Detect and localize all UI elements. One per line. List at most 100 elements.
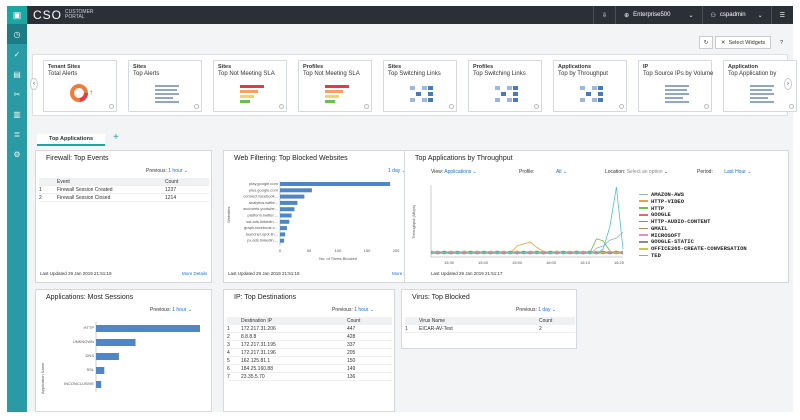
dashboard-icon[interactable]: ◷ — [7, 24, 27, 44]
table-row[interactable]: 3 172.217.31.195 337 — [227, 341, 392, 349]
table-cell: 447 — [347, 325, 356, 332]
widget-card[interactable]: IP Top Source IPs by Volume — [638, 60, 713, 112]
x-tick-label: 15:50 — [512, 260, 523, 265]
category-label: ssl.ads.linkedin.... — [246, 219, 278, 224]
settings-icon[interactable]: ⚙ — [13, 149, 21, 159]
card-info-icon — [449, 104, 454, 109]
legend-label: HTTP — [651, 204, 665, 212]
period-selector[interactable]: Previous: 1 hour ⌄ — [146, 168, 188, 174]
refresh-button[interactable]: ↻ — [699, 36, 713, 49]
table-row[interactable]: 1 172.217.31.206 447 — [227, 325, 392, 333]
header-cell: Event — [57, 179, 70, 185]
view-selector[interactable]: View: Applications ⌄ — [431, 169, 477, 175]
header-cell: Count — [539, 318, 553, 324]
table-cell: 6 — [227, 365, 230, 372]
ip-destinations-table: Destination IP Count 1 172.217.31.206 447 2 8.… — [227, 317, 392, 412]
x-tick-label: 15:30 — [444, 260, 455, 265]
card-title: Top Switching Links — [473, 71, 526, 77]
widget-card[interactable]: Sites Top Switching Links — [383, 60, 457, 112]
bar — [280, 238, 285, 243]
view-value: Applications — [444, 169, 472, 175]
table-row[interactable]: 1 EICAR-AV-Test 2 — [405, 325, 575, 333]
bar — [96, 381, 102, 388]
card-info-icon — [109, 104, 114, 109]
globe-icon: ⊕ — [624, 12, 630, 19]
location-selector[interactable]: Location: Select an option ⌄ — [605, 169, 668, 175]
widget-card[interactable]: Sites Top Alerts — [128, 60, 202, 112]
x-tick-label: 50 — [307, 248, 312, 253]
tenant-selector[interactable]: ⊕ Enterprise500 ⌄ — [615, 6, 701, 24]
category-label: connect.facebook... — [243, 194, 278, 199]
legend-item: MICROSOFT — [639, 232, 747, 239]
location-label: Location: — [605, 169, 626, 175]
reports-icon[interactable]: ✓ — [13, 49, 21, 59]
chevron-down-icon: ⌄ — [551, 307, 557, 313]
table-cell: 8.8.8.8 — [241, 333, 257, 340]
menu-button[interactable]: ☰ — [770, 6, 793, 24]
category-label: play.google.com — [249, 181, 279, 186]
period-selector[interactable]: Period: Last Hour ⌄ — [697, 169, 752, 175]
profile-selector[interactable]: Profile: All ⌄ — [519, 169, 567, 175]
legend-swatch — [639, 207, 648, 209]
download-button[interactable]: ⇩ — [593, 6, 615, 24]
card-category: Profiles — [473, 64, 494, 70]
help-button[interactable]: ? — [775, 36, 788, 49]
period-selector[interactable]: Previous: 1 hour ⌄ — [150, 307, 193, 313]
list-icon[interactable]: ≣ — [13, 129, 21, 139]
card-info-icon — [789, 104, 794, 109]
chevron-down-icon: ⌄ — [562, 169, 568, 175]
chevron-left-icon: ‹ — [33, 81, 35, 87]
carousel-next-arrow[interactable]: › — [784, 78, 792, 90]
bar — [280, 194, 305, 199]
chevron-down-icon: ⌄ — [663, 169, 669, 175]
legend-swatch — [639, 220, 648, 223]
table-cell: 1 — [39, 186, 42, 193]
table-row[interactable]: 1 Firewall Session Created 1237 — [39, 186, 209, 194]
widget-card[interactable]: Applications Top by Throughput — [553, 60, 627, 112]
throughput-legend: AMAZON-AWS HTTP-VIDEO HTTP GOOGLE HTTP-AUDIO… — [639, 191, 747, 259]
table-cell: 1214 — [165, 194, 177, 201]
table-row[interactable]: 2 Firewall Session Closed 1214 — [39, 194, 209, 202]
table-row[interactable]: 2 8.8.8.8 428 — [227, 333, 392, 341]
table-row[interactable]: 7 23.35.5.70 136 — [227, 373, 392, 381]
hamburger-icon: ☰ — [779, 12, 785, 19]
table-cell: 2 — [539, 325, 542, 332]
table-row[interactable]: 6 184.25.160.88 149 — [227, 365, 392, 373]
legend-item: TED — [639, 252, 747, 259]
period-selector[interactable]: Previous: 1 hour ⌄ — [332, 307, 375, 313]
most-sessions-widget: Applications: Most Sessions Previous: 1 … — [35, 289, 212, 412]
period-selector[interactable]: 1 day ⌄ — [388, 168, 406, 174]
widget-title: Firewall: Top Events — [46, 155, 109, 162]
period-selector[interactable]: Previous: 1 day ⌄ — [516, 307, 557, 313]
table-row[interactable]: 5 162.125.81.1 150 — [227, 357, 392, 365]
category-label: platform.twitter.... — [248, 213, 278, 218]
table-cell: 23.35.5.70 — [241, 373, 265, 380]
legend-swatch — [639, 214, 648, 216]
widget-card[interactable]: Sites Top Not Meeting SLA — [213, 60, 287, 112]
throughput-chart: Throughput (Mbps) 15:30 15:40 15:50 16:00 16:… — [411, 185, 625, 265]
table-row[interactable]: 4 172.217.31.196 205 — [227, 349, 392, 357]
widget-card[interactable]: Profiles Top Not Meeting SLA — [298, 60, 372, 112]
table-cell: 1 — [227, 325, 230, 332]
table-cell: 136 — [347, 373, 356, 380]
table-cell: 1237 — [165, 186, 177, 193]
legend-label: TED — [651, 252, 661, 260]
book-icon[interactable]: ▥ — [13, 109, 21, 119]
category-label: INCONCLUSIVE — [64, 381, 94, 386]
widget-title: Web Filtering: Top Blocked Websites — [234, 155, 348, 162]
database-icon[interactable]: ▤ — [13, 69, 21, 79]
carousel-prev-arrow[interactable]: ‹ — [30, 78, 38, 90]
user-menu[interactable]: ⚇ cspadmin ⌄ — [701, 6, 771, 24]
widget-card[interactable]: Profiles Top Switching Links — [468, 60, 542, 112]
tools-icon[interactable]: ✂ — [13, 89, 21, 99]
add-tab-button[interactable]: + — [113, 132, 119, 143]
more-details-link[interactable]: More Details — [182, 271, 208, 276]
widget-card[interactable]: Tenant Sites Total Alerts ↑ — [43, 60, 117, 112]
legend-swatch — [639, 234, 648, 236]
legend-swatch — [639, 254, 648, 257]
card-info-icon — [279, 104, 284, 109]
select-widgets-button[interactable]: ✕ Select Widgets — [715, 36, 771, 49]
x-tick-label: 100 — [335, 248, 342, 253]
tab-top-applications[interactable]: Top Applications — [37, 134, 105, 146]
